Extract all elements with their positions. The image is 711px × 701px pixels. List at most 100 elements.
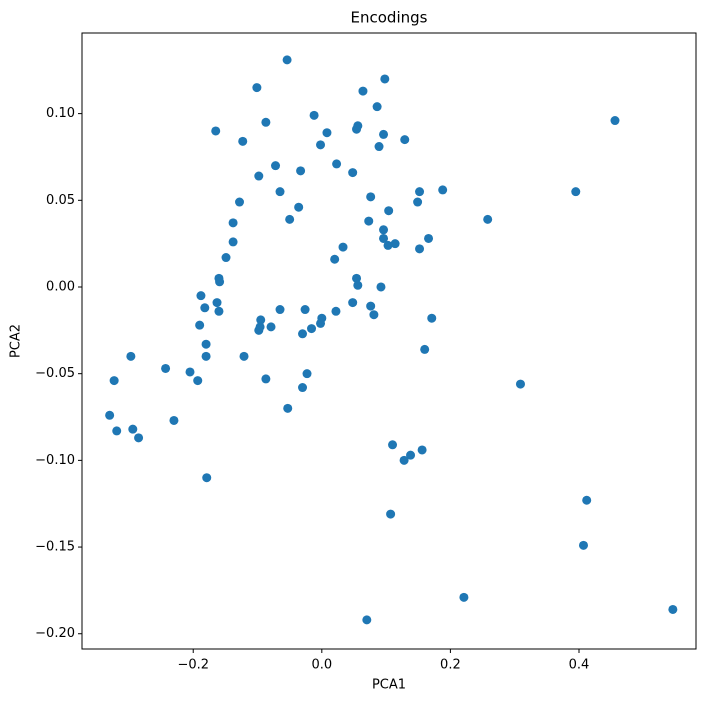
point bbox=[228, 218, 238, 228]
point bbox=[254, 325, 264, 335]
point bbox=[379, 225, 389, 235]
point bbox=[105, 410, 115, 420]
point bbox=[420, 344, 430, 354]
point bbox=[366, 192, 376, 202]
point bbox=[362, 615, 372, 625]
point bbox=[380, 74, 390, 84]
point bbox=[483, 214, 493, 224]
point bbox=[582, 495, 592, 505]
point bbox=[212, 298, 222, 308]
point bbox=[275, 187, 285, 197]
point bbox=[415, 187, 425, 197]
point bbox=[296, 166, 306, 176]
plot-frame bbox=[81, 32, 697, 650]
point bbox=[261, 374, 271, 384]
point bbox=[459, 592, 469, 602]
y-tick-label: 0.10 bbox=[46, 106, 75, 121]
point bbox=[169, 415, 179, 425]
point bbox=[254, 171, 264, 181]
point bbox=[358, 86, 368, 96]
y-tick-label: −0.15 bbox=[35, 540, 75, 555]
point bbox=[285, 214, 295, 224]
point bbox=[438, 185, 448, 195]
point bbox=[211, 126, 221, 136]
point bbox=[128, 424, 138, 434]
point bbox=[352, 124, 362, 134]
x-tick-label: 0.2 bbox=[440, 658, 461, 673]
point bbox=[417, 445, 427, 455]
point bbox=[202, 473, 212, 483]
point bbox=[424, 233, 434, 243]
y-tick-label: −0.05 bbox=[35, 366, 75, 381]
point bbox=[193, 376, 203, 386]
point bbox=[112, 426, 122, 436]
point bbox=[271, 161, 281, 171]
point bbox=[668, 604, 678, 614]
point bbox=[571, 187, 581, 197]
point bbox=[256, 315, 266, 325]
point bbox=[215, 277, 225, 287]
x-tick-label: 0.0 bbox=[311, 658, 332, 673]
y-tick-label: −0.10 bbox=[35, 453, 75, 468]
point bbox=[379, 233, 389, 243]
point bbox=[316, 140, 326, 150]
point bbox=[348, 298, 358, 308]
point bbox=[427, 313, 437, 323]
x-tick-label: 0.4 bbox=[569, 658, 590, 673]
point bbox=[610, 116, 620, 126]
point bbox=[252, 83, 262, 93]
point bbox=[282, 55, 292, 65]
point bbox=[201, 339, 211, 349]
point bbox=[372, 102, 382, 112]
point bbox=[364, 216, 374, 226]
point bbox=[309, 110, 319, 120]
point bbox=[390, 239, 400, 249]
point bbox=[195, 320, 205, 330]
x-axis-label: PCA1 bbox=[372, 678, 406, 693]
point bbox=[348, 168, 358, 178]
point bbox=[388, 440, 398, 450]
point bbox=[316, 318, 326, 328]
point bbox=[413, 197, 423, 207]
point bbox=[196, 291, 206, 301]
point bbox=[376, 282, 386, 292]
point bbox=[134, 433, 144, 443]
point bbox=[185, 367, 195, 377]
point bbox=[374, 142, 384, 152]
point bbox=[322, 128, 332, 138]
point bbox=[399, 455, 409, 465]
point bbox=[109, 376, 119, 386]
point bbox=[161, 363, 171, 373]
point bbox=[228, 237, 238, 247]
point bbox=[239, 351, 249, 361]
point bbox=[415, 244, 425, 254]
point bbox=[353, 280, 363, 290]
point bbox=[200, 303, 210, 313]
point bbox=[515, 379, 525, 389]
y-axis-label: PCA2 bbox=[9, 324, 24, 358]
point bbox=[379, 129, 389, 139]
point bbox=[578, 540, 588, 550]
point bbox=[383, 240, 393, 250]
y-tick-label: −0.20 bbox=[35, 626, 75, 641]
point bbox=[300, 305, 310, 315]
point bbox=[298, 383, 308, 393]
point bbox=[126, 351, 136, 361]
point bbox=[298, 329, 308, 339]
point bbox=[201, 351, 211, 361]
point bbox=[366, 301, 376, 311]
point bbox=[261, 117, 271, 127]
point bbox=[331, 306, 341, 316]
point bbox=[238, 136, 248, 146]
point bbox=[338, 242, 348, 252]
point bbox=[386, 509, 396, 519]
point bbox=[330, 254, 340, 264]
point bbox=[307, 324, 317, 334]
point bbox=[275, 305, 285, 315]
point bbox=[406, 450, 416, 460]
point bbox=[332, 159, 342, 169]
point bbox=[266, 322, 276, 332]
point bbox=[302, 369, 312, 379]
x-tick-label: −0.2 bbox=[177, 658, 209, 673]
